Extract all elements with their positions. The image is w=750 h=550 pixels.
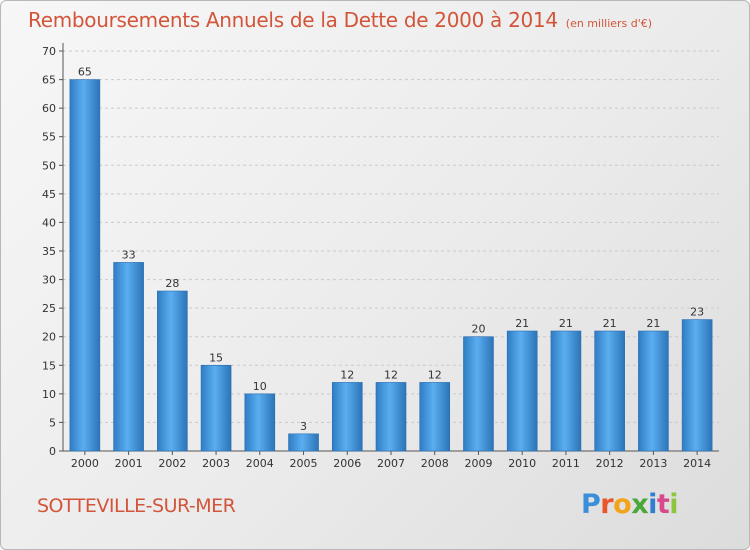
value-label-2008: 12	[428, 368, 442, 381]
bars	[69, 79, 713, 452]
value-label-2012: 21	[603, 317, 617, 330]
value-label-2002: 28	[165, 277, 179, 290]
proxiti-logo: Proxiti	[581, 489, 679, 520]
y-tick-label: 5	[49, 416, 56, 429]
value-label-2011: 21	[559, 317, 573, 330]
value-label-2014: 23	[690, 306, 704, 319]
y-tick-label: 70	[42, 45, 56, 58]
bar-2010	[506, 330, 538, 452]
bar-2005	[288, 433, 319, 452]
value-label-2006: 12	[340, 368, 354, 381]
y-tick-label: 20	[42, 331, 56, 344]
y-tick-label: 25	[42, 302, 56, 315]
bar-2003	[200, 364, 232, 452]
commune-name: SOTTEVILLE-SUR-MER	[37, 495, 236, 517]
bar-2008	[419, 382, 451, 452]
chart-title: Remboursements Annuels de la Dette de 20…	[28, 8, 652, 32]
x-tick-label-2011: 2011	[552, 457, 580, 470]
chart-title-text: Remboursements Annuels de la Dette de 20…	[28, 8, 558, 32]
bar-2000	[69, 79, 101, 452]
bar-2002	[157, 290, 188, 452]
bar-2004	[244, 393, 276, 452]
x-tick-label-2009: 2009	[464, 457, 492, 470]
x-tick-label-2004: 2004	[246, 457, 274, 470]
labels: 65 2000 33 2001 28 2002 15 2003 10 2004 3 2005 12 200…	[71, 66, 711, 470]
value-label-2009: 20	[471, 323, 485, 336]
y-tick-label: 50	[42, 159, 56, 172]
y-tick-label: 0	[49, 445, 56, 458]
x-tick-label-2007: 2007	[377, 457, 405, 470]
bar-2012	[594, 330, 625, 452]
y-tick-label: 65	[42, 74, 56, 87]
x-tick-label-2001: 2001	[115, 457, 143, 470]
y-tick-label: 60	[42, 102, 56, 115]
value-label-2004: 10	[253, 380, 267, 393]
y-tick-label: 10	[42, 388, 56, 401]
value-label-2013: 21	[646, 317, 660, 330]
bar-2011	[550, 330, 582, 452]
x-tick-label-2014: 2014	[683, 457, 711, 470]
bar-2007	[375, 382, 407, 452]
x-tick-label-2008: 2008	[421, 457, 449, 470]
value-label-2003: 15	[209, 351, 223, 364]
value-label-2010: 21	[515, 317, 529, 330]
value-label-2001: 33	[122, 248, 136, 261]
x-tick-label-2006: 2006	[333, 457, 361, 470]
value-label-2005: 3	[300, 420, 307, 433]
y-tick-label: 15	[42, 359, 56, 372]
bar-2001	[113, 262, 144, 452]
y-tick-label: 45	[42, 188, 56, 201]
bar-2014	[681, 319, 713, 452]
x-tick-label-2012: 2012	[596, 457, 624, 470]
x-tick-label-2000: 2000	[71, 457, 99, 470]
chart-unit: (en milliers d'€)	[565, 17, 653, 30]
y-tick-label: 30	[42, 274, 56, 287]
bar-2006	[331, 382, 363, 452]
value-label-2007: 12	[384, 368, 398, 381]
x-tick-label-2003: 2003	[202, 457, 230, 470]
x-tick-label-2005: 2005	[290, 457, 318, 470]
y-tick-label: 35	[42, 245, 56, 258]
y-tick-label: 40	[42, 216, 56, 229]
y-tick-label: 55	[42, 131, 56, 144]
x-tick-label-2010: 2010	[508, 457, 536, 470]
bar-2009	[463, 336, 494, 452]
x-tick-label-2013: 2013	[639, 457, 667, 470]
bar-2013	[638, 330, 669, 452]
x-tick-label-2002: 2002	[158, 457, 186, 470]
value-label-2000: 65	[78, 66, 92, 79]
